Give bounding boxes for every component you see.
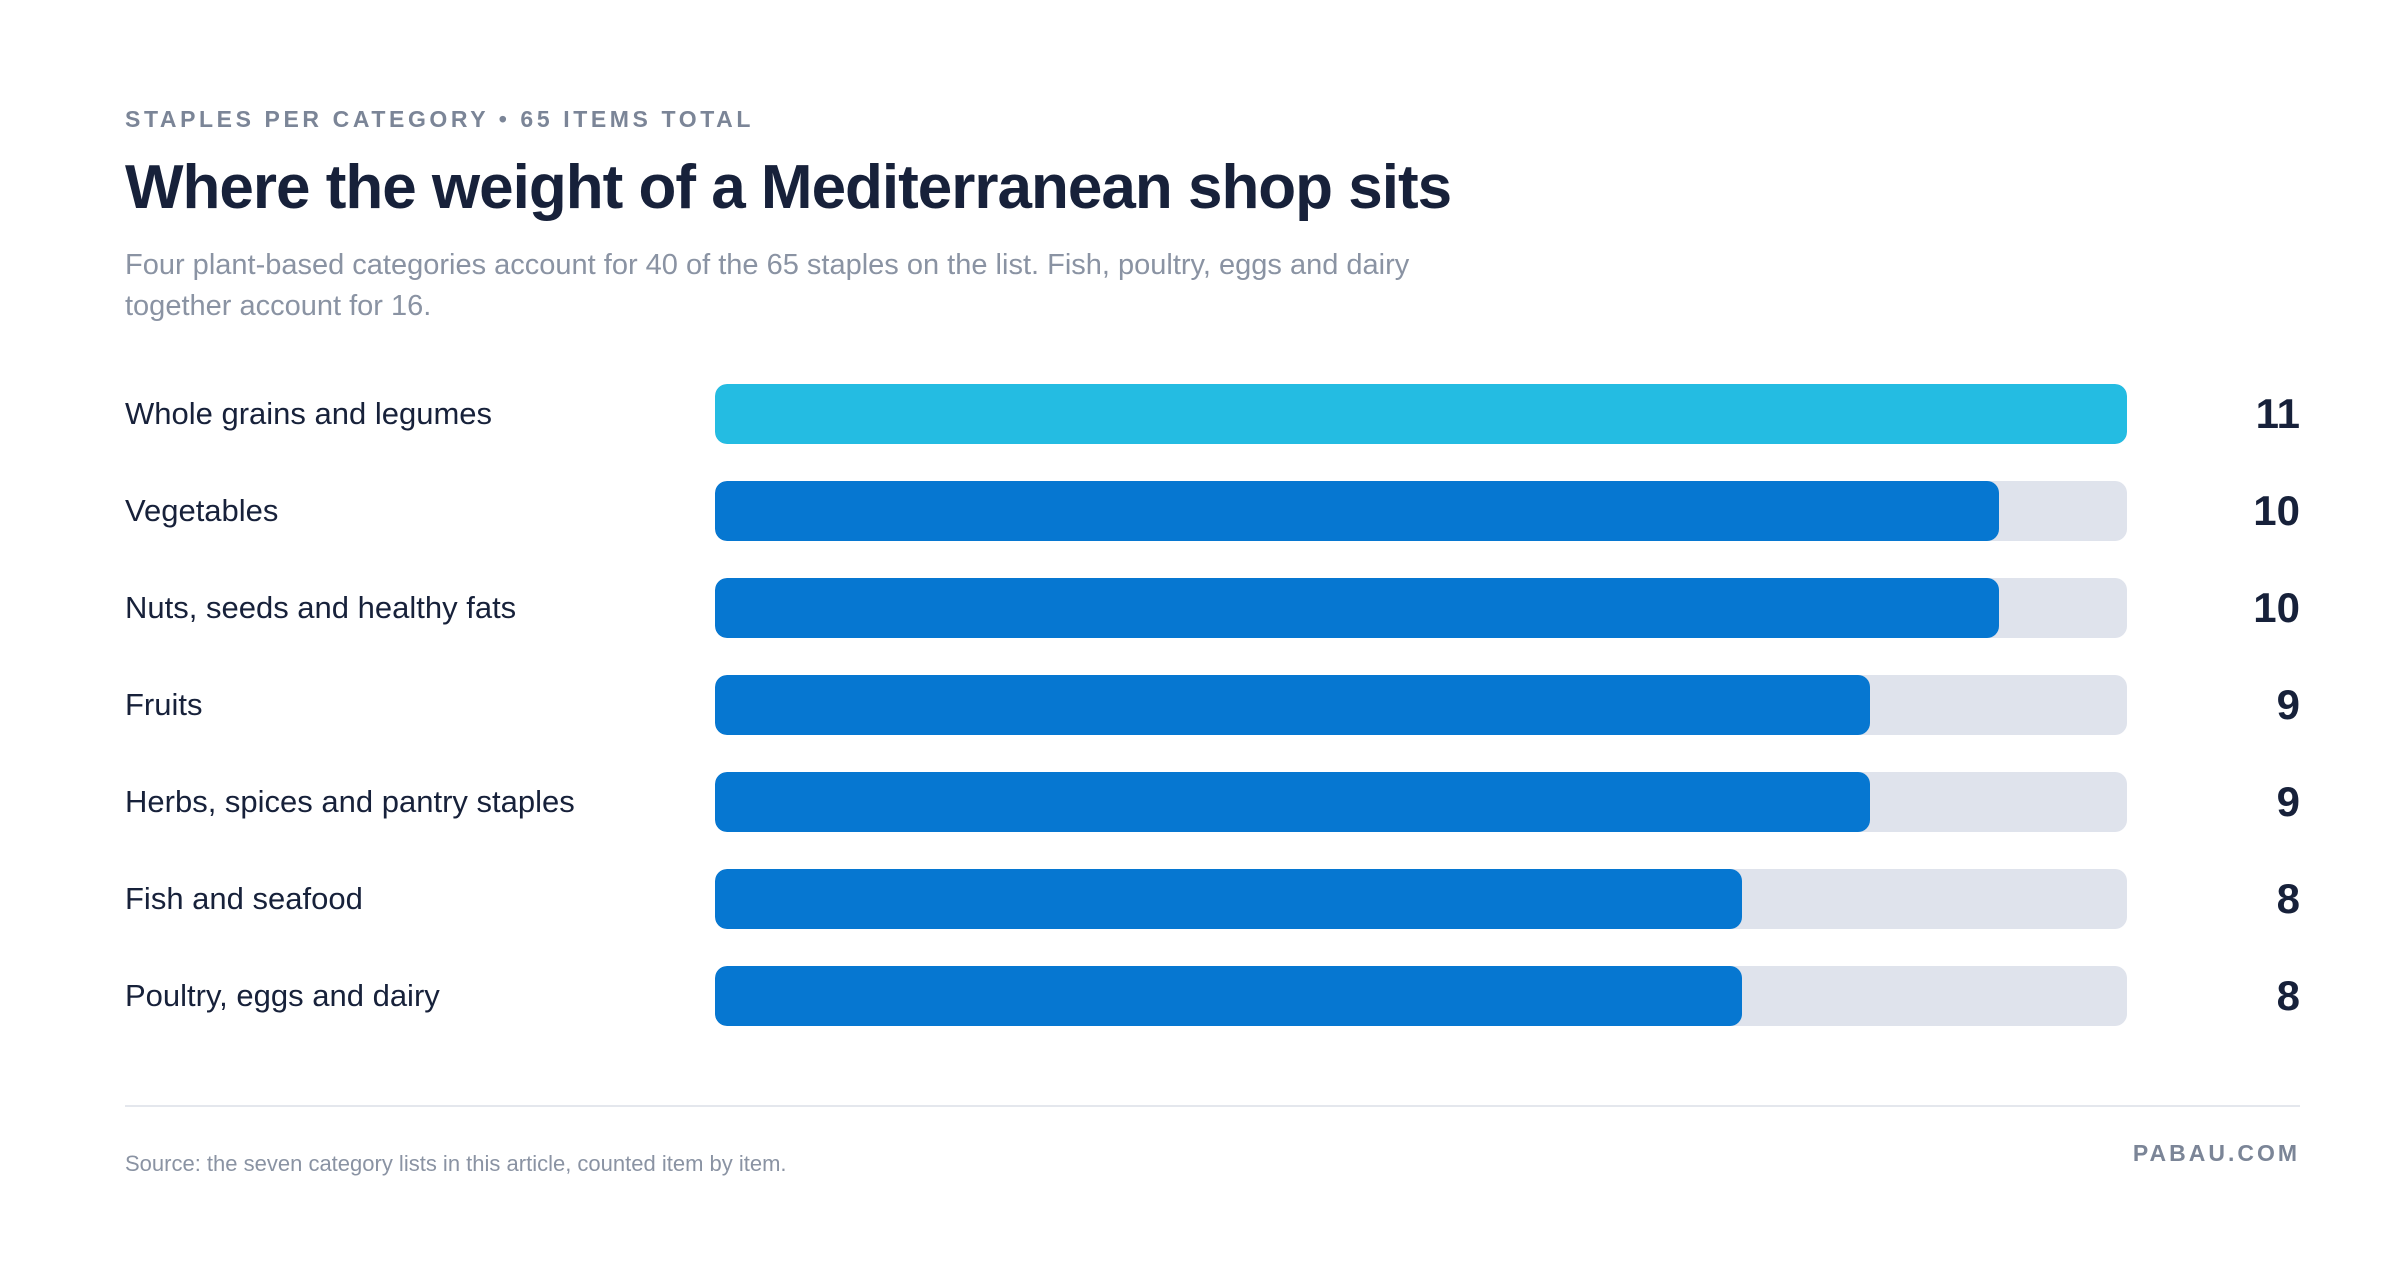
bar [715,966,1742,1026]
bar [715,869,1742,929]
bar-track [715,869,2127,929]
value-label: 8 [2276,972,2300,1019]
value-label: 10 [2253,487,2300,534]
category-label: Fish and seafood [125,881,363,916]
bar-track [715,772,2127,832]
value-label: 9 [2276,681,2300,728]
bar [715,384,2127,444]
value-label: 11 [2255,390,2300,437]
bar-track [715,966,2127,1026]
eyebrow-label: STAPLES PER CATEGORY • 65 ITEMS TOTAL [125,106,755,132]
bar-row: Fruits 9 [125,675,2300,735]
chart-title: Where the weight of a Mediterranean shop… [125,153,1452,222]
bar [715,772,1871,832]
brand-label: PABAU.COM [2132,1140,2300,1166]
bar-row: Whole grains and legumes 11 [125,384,2300,444]
category-label: Nuts, seeds and healthy fats [125,590,517,625]
value-label: 9 [2276,778,2300,825]
category-label: Herbs, spices and pantry staples [125,784,575,819]
value-label: 10 [2253,584,2300,631]
bar-chart: Whole grains and legumes 11 Vegetables 10 Nu… [125,384,2300,1044]
infographic-card: STAPLES PER CATEGORY • 65 ITEMS TOTAL Wh… [125,0,2300,1288]
category-label: Fruits [125,687,203,722]
category-label: Whole grains and legumes [125,396,493,431]
bar-track [715,675,2127,735]
bar-track [715,578,2127,638]
bar-row: Herbs, spices and pantry staples 9 [125,772,2300,832]
footer-divider [125,1105,2300,1107]
bar-row: Fish and seafood 8 [125,869,2300,929]
bar-track [715,481,2127,541]
bar [715,578,1999,638]
bar-track [715,384,2127,444]
category-label: Vegetables [125,493,279,528]
bar-row: Nuts, seeds and healthy fats 10 [125,578,2300,638]
bar-row: Vegetables 10 [125,481,2300,541]
value-label: 8 [2276,875,2300,922]
bar [715,481,1999,541]
bar-row: Poultry, eggs and dairy 8 [125,966,2300,1026]
category-label: Poultry, eggs and dairy [125,978,440,1013]
source-note: Source: the seven category lists in this… [125,1151,787,1176]
bar [715,675,1871,735]
chart-subtitle: Four plant-based categories account for … [125,249,1410,322]
